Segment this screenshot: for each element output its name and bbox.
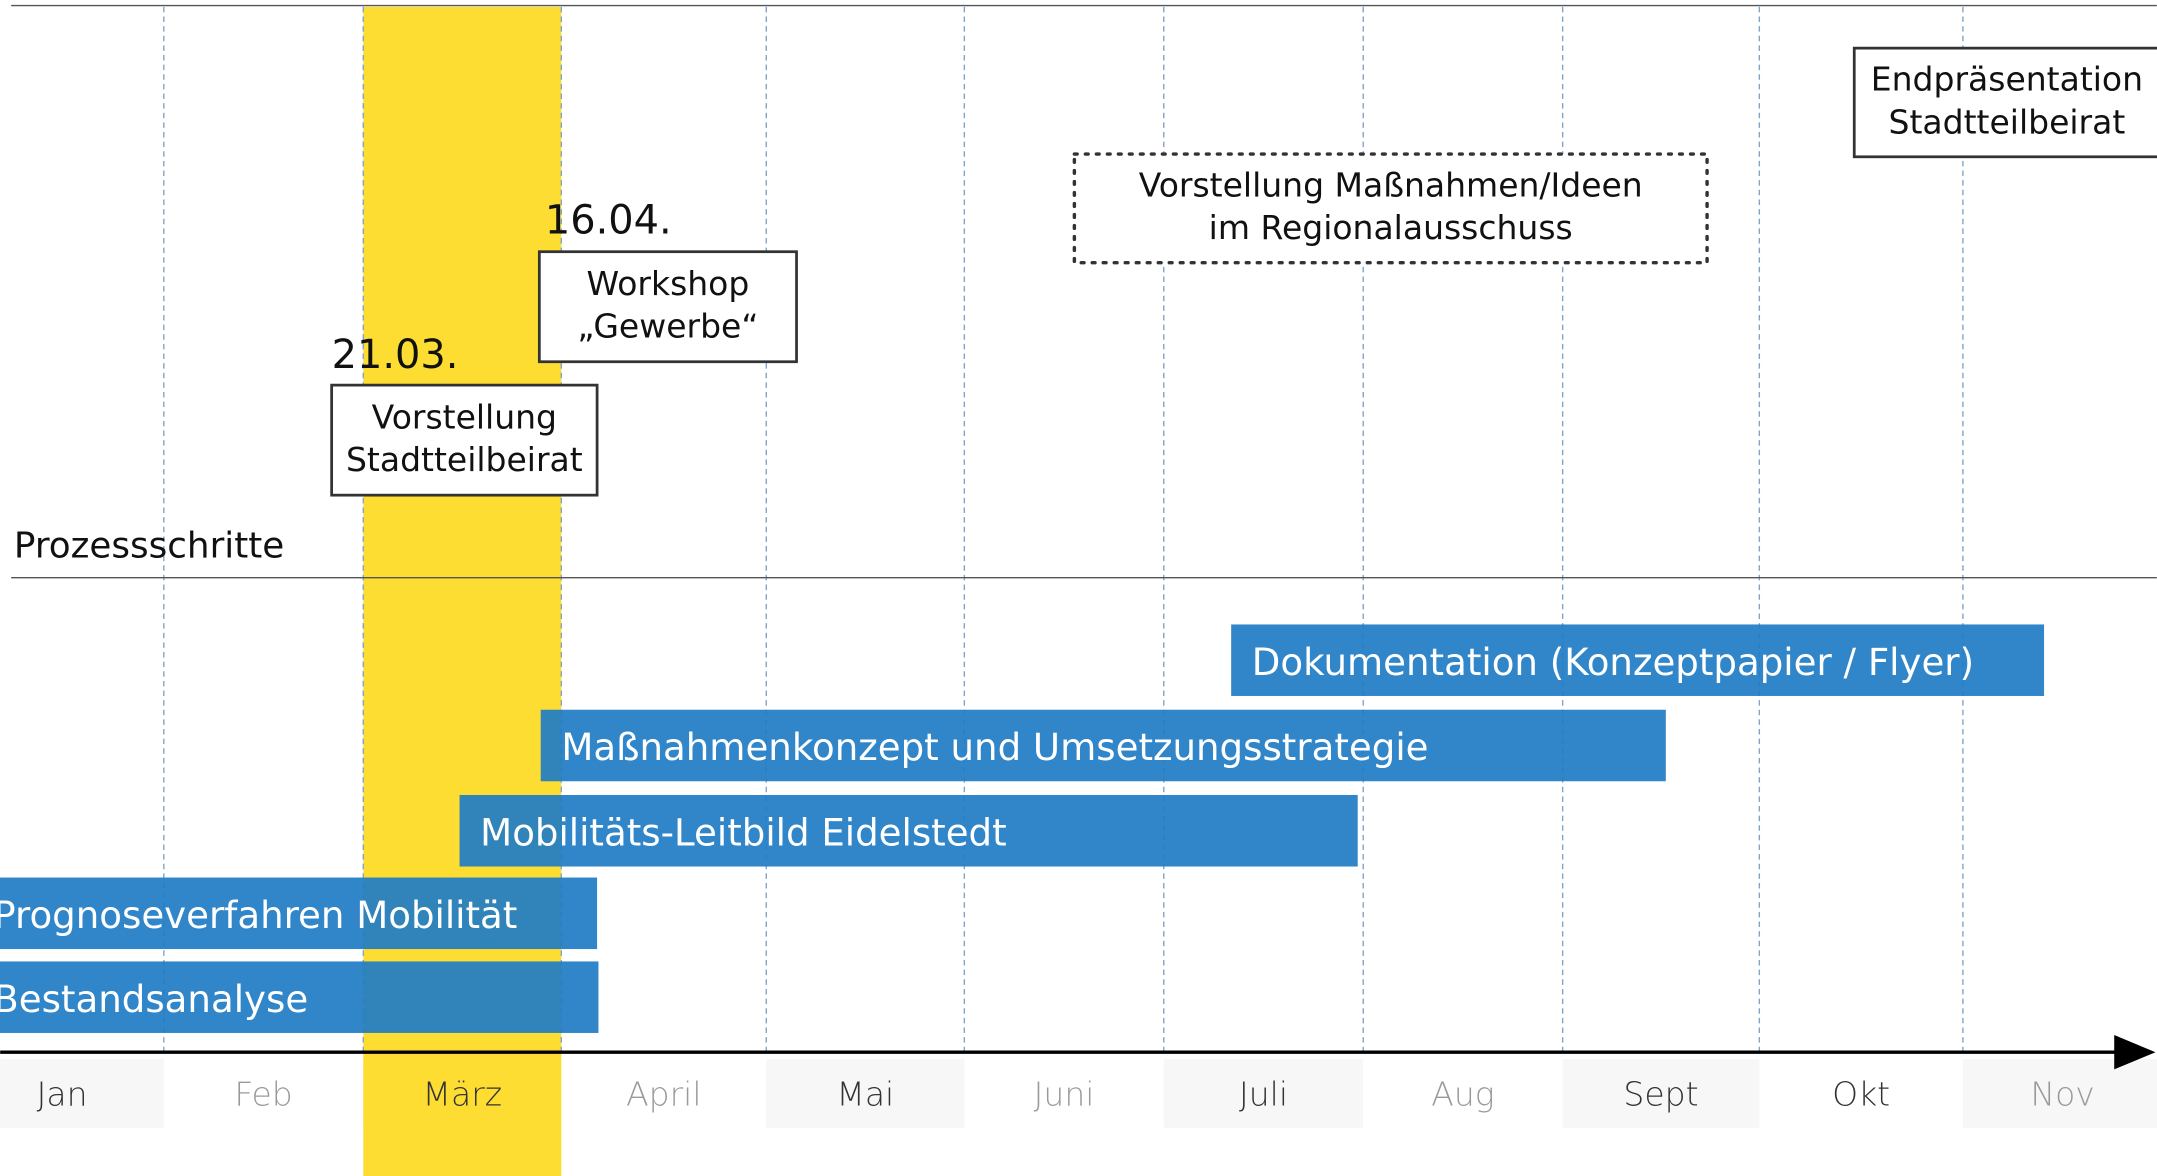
task-label: Dokumentation (Konzeptpapier / Flyer) (1252, 641, 1974, 684)
task-bar (540, 709, 1666, 782)
task-label: Maßnahmenkonzept und Umsetzungsstrategie (561, 726, 1428, 769)
milestone-text: Vorstellung (372, 397, 557, 436)
section-label: Prozessschritte (14, 525, 284, 566)
month-label: Okt (1832, 1075, 1890, 1114)
milestone-date: 21.03. (332, 332, 459, 378)
milestone-text: Stadtteilbeirat (346, 440, 583, 479)
task-bar (1231, 624, 2045, 696)
milestone-text: Vorstellung Maßnahmen/Ideen (1139, 166, 1643, 205)
milestone-box (1852, 46, 2157, 159)
task-bar (0, 877, 598, 950)
milestone-text: Workshop (587, 264, 750, 303)
milestone-text: Stadtteilbeirat (1889, 102, 2126, 141)
month-label: Jan (37, 1075, 88, 1114)
milestone-text: Endpräsentation (1871, 60, 2143, 99)
month-labels: Jan Feb März April Mai Juni Juli Aug Sept Okt Nov (37, 1075, 2095, 1114)
milestone-box (330, 383, 599, 497)
task-bar (459, 795, 1358, 867)
month-label: Nov (2030, 1075, 2094, 1114)
task-label: Mobilitäts-Leitbild Eidelstedt (480, 811, 1007, 854)
month-background (1562, 1059, 1760, 1128)
tasks: Dokumentation (Konzeptpapier / Flyer) Maß… (0, 624, 2045, 1033)
milestones: 21.03. Vorstellung Stadtteilbeirat 16.04. Wo… (330, 46, 2157, 497)
month-label: April (626, 1075, 701, 1114)
milestone-box (1072, 152, 1709, 265)
month-background (0, 1059, 164, 1128)
month-label: Juli (1239, 1075, 1288, 1114)
milestone-text: im Regionalausschuss (1209, 208, 1573, 247)
month-label: Aug (1431, 1075, 1494, 1114)
task-bar (0, 961, 599, 1033)
month-label: Feb (234, 1075, 292, 1114)
month-background (766, 1059, 965, 1128)
month-label: Juni (1034, 1075, 1095, 1114)
month-label: Sept (1623, 1075, 1698, 1114)
task-label: Prognoseverfahren Mobilität (0, 894, 517, 937)
milestone-date: 16.04. (545, 197, 672, 243)
month-label: März (423, 1075, 503, 1114)
milestone-box (537, 250, 798, 364)
month-label: Mai (836, 1075, 894, 1114)
month-background (1163, 1059, 1364, 1128)
month-background (1962, 1059, 2157, 1128)
task-label: Bestandsanalyse (0, 978, 308, 1021)
milestone-text: „Gewerbe“ (577, 307, 758, 346)
